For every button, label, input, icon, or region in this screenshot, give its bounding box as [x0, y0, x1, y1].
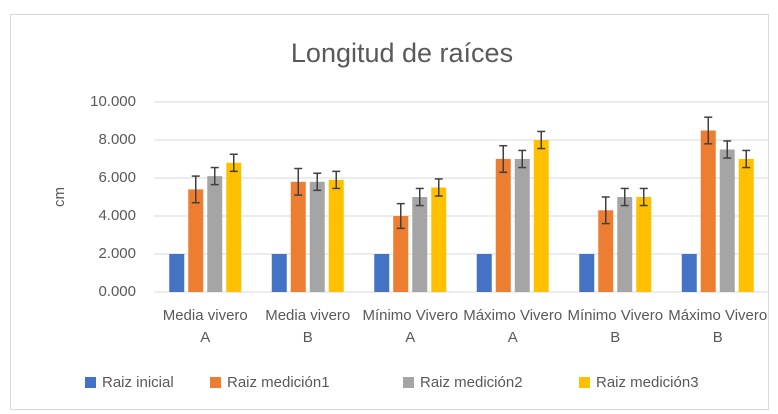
- bar: [617, 197, 633, 292]
- y-tick-label: 10.000: [90, 93, 136, 110]
- x-tick-label: Máximo Vivero B: [668, 307, 767, 346]
- error-bar: [313, 172, 322, 192]
- legend-label: Raiz medición1: [227, 374, 330, 391]
- bar: [719, 149, 735, 292]
- legend-label: Raiz medición3: [596, 374, 699, 391]
- bar: [476, 254, 492, 292]
- error-bar: [723, 140, 732, 159]
- x-tick-label: Mínimo Vivero B: [567, 307, 663, 346]
- y-tick-label: 0.000: [98, 283, 136, 300]
- error-bar: [191, 175, 200, 204]
- error-bar: [415, 187, 424, 207]
- bar: [328, 179, 344, 292]
- chart-title: Longitud de raíces: [291, 38, 513, 68]
- bar: [393, 216, 409, 292]
- legend-label: Raiz medición2: [420, 374, 523, 391]
- bar: [495, 159, 511, 292]
- bar: [681, 254, 697, 292]
- error-bar: [537, 130, 546, 150]
- bar: [290, 181, 306, 292]
- error-bar: [742, 149, 751, 169]
- bar: [271, 254, 287, 292]
- bar: [431, 187, 447, 292]
- y-tick-label: 4.000: [98, 207, 136, 224]
- error-bar: [229, 153, 238, 173]
- y-tick-label: 6.000: [98, 169, 136, 186]
- error-bar: [518, 149, 527, 169]
- bar: [374, 254, 390, 292]
- x-tick-label: Máximo Vivero A: [463, 307, 562, 346]
- bar: [514, 159, 530, 292]
- bar: [207, 176, 223, 292]
- error-bar: [620, 187, 629, 207]
- y-tick-label: 8.000: [98, 131, 136, 148]
- bar: [533, 140, 549, 292]
- bar: [169, 254, 185, 292]
- bar: [636, 197, 652, 292]
- legend-label: Raiz inicial: [102, 374, 174, 391]
- error-bar: [704, 116, 713, 145]
- error-bar: [294, 167, 303, 196]
- error-bar: [434, 178, 443, 197]
- x-tick-label: Mínimo Vivero A: [362, 307, 458, 346]
- y-axis-label: cm: [51, 187, 68, 207]
- y-tick-label: 2.000: [98, 245, 136, 262]
- x-tick-label: Media vivero B: [265, 307, 350, 346]
- legend-swatch: [579, 377, 590, 388]
- error-bar: [601, 196, 610, 225]
- error-bar: [639, 187, 648, 207]
- bar: [412, 197, 428, 292]
- error-bar: [210, 166, 219, 186]
- error-bar: [332, 170, 341, 190]
- legend-swatch: [403, 377, 414, 388]
- legend-swatch: [85, 377, 96, 388]
- legend-swatch: [210, 377, 221, 388]
- bar: [700, 130, 716, 292]
- bar: [309, 181, 325, 292]
- bar: [226, 162, 242, 292]
- error-bar: [499, 144, 508, 174]
- bar: [188, 189, 204, 292]
- bar: [579, 254, 595, 292]
- x-tick-label: Media vivero A: [163, 307, 248, 346]
- bar: [598, 210, 614, 292]
- bar: [738, 159, 754, 292]
- error-bar: [396, 202, 405, 230]
